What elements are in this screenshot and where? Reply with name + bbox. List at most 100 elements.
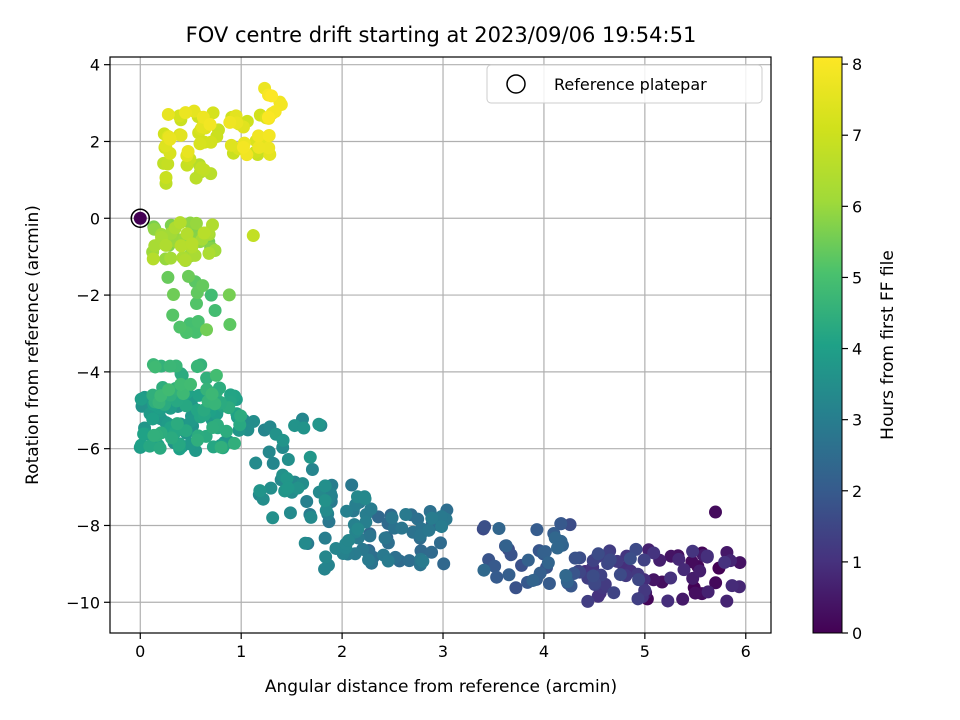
data-point [581, 594, 595, 608]
colorbar-label: Hours from first FF file [878, 250, 898, 440]
y-tick-label: −8 [76, 516, 100, 535]
data-point [190, 433, 204, 447]
x-tick-label: 3 [438, 642, 448, 661]
data-point [509, 581, 523, 595]
data-point [720, 594, 734, 608]
data-point [291, 481, 305, 495]
data-point [163, 132, 177, 146]
data-point [318, 494, 332, 508]
data-point [208, 303, 222, 317]
data-point [488, 559, 502, 573]
colorbar-ticks: 0 1 2 3 4 5 6 7 8 [842, 55, 862, 643]
data-point [180, 227, 194, 241]
data-point [252, 140, 266, 154]
data-point [222, 288, 236, 302]
data-point [209, 368, 223, 382]
data-point [224, 138, 238, 152]
data-point [234, 409, 248, 423]
data-point [351, 522, 365, 536]
y-tick-label: 2 [90, 132, 100, 151]
data-point [559, 569, 573, 583]
data-point [181, 269, 195, 283]
scatter-points [130, 81, 747, 608]
y-tick-label: 0 [90, 209, 100, 228]
data-point [179, 106, 193, 120]
data-point [174, 128, 188, 142]
colorbar-tick-label: 1 [852, 553, 862, 572]
data-point [700, 549, 714, 563]
legend-entry-reference: Reference platepar [554, 75, 707, 94]
x-tick-label: 0 [135, 642, 145, 661]
data-point [137, 427, 151, 441]
data-point [399, 508, 413, 522]
data-point [252, 129, 266, 143]
data-point [363, 529, 377, 543]
data-point [161, 157, 175, 171]
data-point [554, 517, 568, 531]
data-point [568, 551, 582, 565]
data-point [329, 541, 343, 555]
data-point [708, 505, 722, 519]
y-tick-label: −2 [76, 286, 100, 305]
colorbar-tick-label: 4 [852, 340, 862, 359]
data-point [166, 287, 180, 301]
data-point [133, 211, 147, 225]
data-point [318, 562, 332, 576]
data-point [548, 531, 562, 545]
data-point [319, 550, 333, 564]
chart-title: FOV centre drift starting at 2023/09/06 … [186, 23, 697, 47]
data-point [297, 421, 311, 435]
data-point [676, 592, 690, 606]
data-point [173, 216, 187, 230]
data-point [276, 433, 290, 447]
x-axis-label: Angular distance from reference (arcmin) [265, 677, 617, 697]
legend-box [486, 64, 763, 104]
data-point [143, 439, 157, 453]
data-point [146, 412, 160, 426]
data-point [266, 511, 280, 525]
data-point [402, 554, 416, 568]
data-point [591, 547, 605, 561]
data-point [550, 541, 564, 555]
data-point [197, 226, 211, 240]
data-point [623, 552, 637, 566]
data-point [631, 592, 645, 606]
data-point [147, 428, 161, 442]
y-axis-label: Rotation from reference (arcmin) [23, 205, 43, 485]
data-point [208, 397, 222, 411]
legend-marker-ring [506, 74, 526, 94]
data-point [193, 137, 207, 151]
legend: Reference platepar [486, 64, 763, 104]
data-point [249, 456, 263, 470]
colorbar: 0 1 2 3 4 5 6 7 8 Hours from first FF file [812, 55, 898, 643]
data-point [664, 571, 678, 585]
data-point [262, 141, 276, 155]
data-point [607, 586, 621, 600]
data-point [246, 229, 260, 243]
data-point [265, 89, 279, 103]
colorbar-tick-label: 8 [852, 55, 862, 74]
data-point [202, 246, 216, 260]
data-point [425, 511, 439, 525]
data-point [164, 251, 178, 265]
data-point [280, 471, 294, 485]
data-point [701, 585, 715, 599]
data-point [395, 521, 409, 535]
data-point [318, 531, 332, 545]
data-point [227, 436, 241, 450]
colorbar-tick-label: 2 [852, 482, 862, 501]
data-point [725, 579, 739, 593]
data-point [672, 552, 686, 566]
data-point [163, 359, 177, 373]
data-point [184, 377, 198, 391]
data-point [637, 553, 651, 567]
data-point [437, 557, 451, 571]
y-tick-label: −10 [66, 593, 100, 612]
y-tick-label: −4 [76, 363, 100, 382]
data-point [283, 506, 297, 520]
data-point [181, 145, 195, 159]
data-point [603, 553, 617, 567]
data-point [477, 563, 491, 577]
data-point [264, 481, 278, 495]
